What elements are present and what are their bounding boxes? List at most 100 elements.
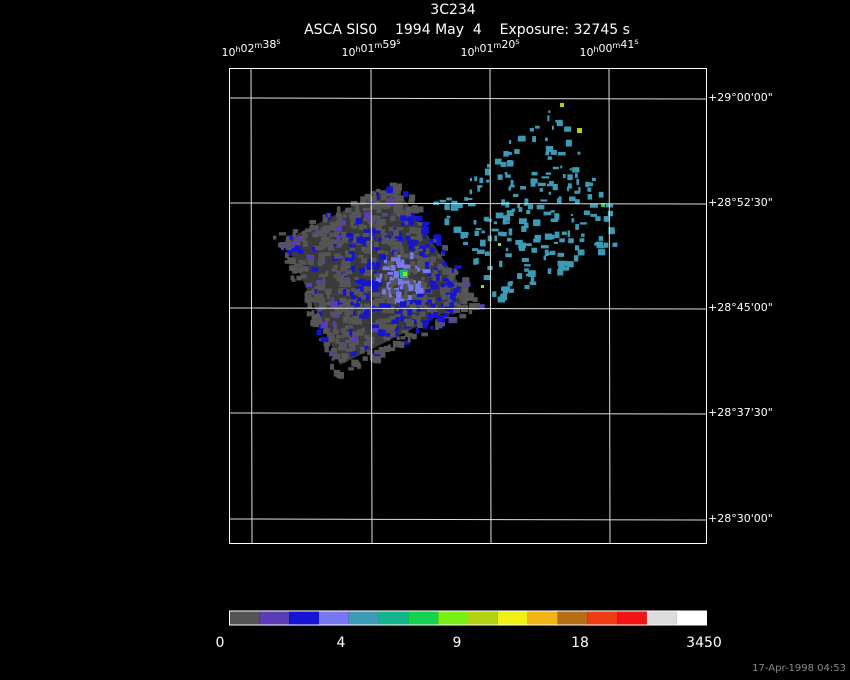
pixel <box>566 261 574 268</box>
pixel <box>422 231 427 239</box>
dec-label: +28°52'30" <box>708 196 773 209</box>
pixel <box>333 231 339 238</box>
pixel <box>443 301 450 307</box>
pixel <box>479 177 484 184</box>
pixel <box>447 294 452 300</box>
pixel <box>417 227 422 235</box>
pixel <box>348 310 353 315</box>
pixel <box>297 268 303 273</box>
ra-unit: h <box>235 45 240 54</box>
pixel <box>350 349 357 357</box>
pixel <box>583 210 590 216</box>
pixel <box>412 302 417 309</box>
pixel <box>408 199 415 203</box>
pixel <box>352 311 356 315</box>
pixel <box>296 275 302 281</box>
pixel <box>529 281 537 286</box>
pixel <box>406 319 414 327</box>
pixel <box>415 265 423 270</box>
pixel <box>397 306 402 312</box>
pixel <box>497 174 503 180</box>
pixel <box>505 221 510 224</box>
pixel <box>336 235 341 242</box>
pixel <box>330 347 338 354</box>
pixel <box>307 302 313 309</box>
pixel <box>484 168 491 176</box>
colorbar-label: 0 <box>216 635 225 651</box>
pixel <box>316 280 323 284</box>
pixel <box>355 209 360 214</box>
pixel <box>516 273 523 280</box>
pixel <box>320 321 328 329</box>
pixel <box>429 280 437 286</box>
pixel <box>450 292 456 300</box>
pixel <box>596 245 605 249</box>
pixel <box>552 183 558 191</box>
pixel <box>429 262 434 266</box>
pixel <box>379 253 383 261</box>
pixel <box>319 259 323 266</box>
pixel <box>446 197 452 201</box>
pixel <box>430 303 436 309</box>
colorbar-cell <box>378 611 409 625</box>
title: 3C234 <box>430 2 475 18</box>
colorbar: 0 4 9 18 3450 <box>216 610 722 651</box>
pixel <box>292 241 296 249</box>
pixel <box>399 301 407 308</box>
pixel <box>376 205 382 213</box>
pixel <box>335 338 340 344</box>
pixel <box>391 319 399 324</box>
pixel <box>318 311 322 317</box>
pixel <box>568 196 576 202</box>
pixel <box>322 278 326 283</box>
pixel <box>451 301 458 306</box>
pixel <box>330 297 334 304</box>
pixel <box>373 273 380 278</box>
pixel <box>374 307 383 311</box>
pixel <box>342 221 346 226</box>
colorbar-cell <box>438 611 468 625</box>
pixel <box>387 327 394 334</box>
pixel <box>500 161 507 167</box>
pixel <box>427 307 434 313</box>
pixel <box>461 304 468 309</box>
pixel <box>505 174 511 178</box>
pixel <box>320 227 329 234</box>
pixel <box>585 181 590 187</box>
pixel <box>310 259 314 266</box>
pixel <box>607 210 614 217</box>
pixel <box>485 218 492 222</box>
pixel <box>349 346 356 352</box>
pixel <box>433 238 441 244</box>
pixel <box>397 282 402 290</box>
pixel <box>574 190 581 194</box>
pixel <box>362 207 371 211</box>
pixel <box>383 336 391 341</box>
pixel <box>330 223 337 231</box>
pixel <box>340 327 347 333</box>
pixel <box>337 345 346 351</box>
pixel <box>396 336 400 340</box>
pixel <box>553 241 559 244</box>
colorbar-cell <box>348 611 379 625</box>
pixel <box>383 345 391 351</box>
pixel <box>432 275 437 281</box>
pixel <box>386 198 393 203</box>
pixel <box>557 198 561 204</box>
pixel <box>518 207 523 212</box>
pixel <box>338 372 345 379</box>
pixel <box>537 182 546 187</box>
pixel <box>540 245 549 249</box>
pixel <box>439 199 446 203</box>
pixel <box>315 245 324 251</box>
ra-unit: s <box>515 37 519 46</box>
pixel <box>498 231 504 236</box>
pixel <box>302 230 306 238</box>
pixel <box>408 218 414 225</box>
pixel <box>287 249 293 256</box>
pixel <box>535 125 540 129</box>
grid-line <box>228 97 707 100</box>
pixel <box>558 264 565 270</box>
pixel <box>305 290 314 295</box>
pixel <box>518 135 526 142</box>
